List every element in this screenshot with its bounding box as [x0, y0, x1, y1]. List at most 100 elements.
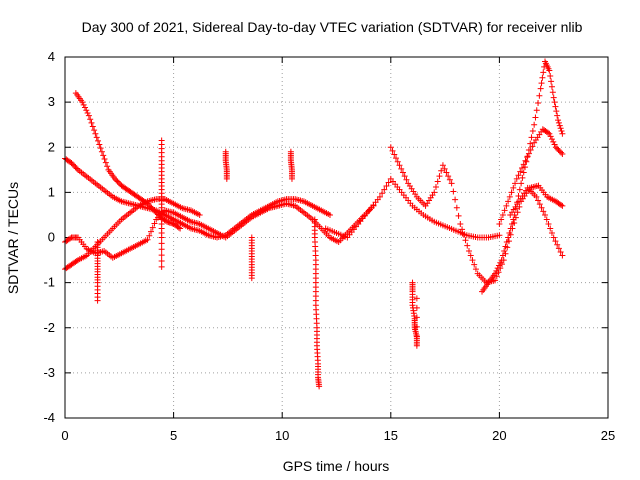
data-point	[517, 168, 524, 175]
series-spike-7h	[222, 148, 230, 182]
data-point	[492, 277, 499, 284]
data-point	[144, 200, 151, 207]
data-point	[505, 234, 512, 241]
data-point	[68, 160, 75, 167]
data-point	[545, 220, 552, 227]
data-point	[396, 162, 403, 169]
data-point	[518, 165, 525, 172]
data-point	[551, 99, 558, 106]
series-track-3	[62, 196, 203, 273]
data-point	[434, 178, 441, 185]
data-point	[496, 232, 503, 239]
data-point	[559, 202, 566, 209]
data-point	[505, 198, 512, 205]
data-point	[413, 314, 420, 321]
data-point	[528, 134, 535, 141]
data-point	[559, 130, 566, 137]
data-point	[536, 201, 543, 208]
data-point	[543, 216, 550, 223]
data-point	[158, 246, 165, 253]
data-point	[556, 148, 563, 155]
data-point	[512, 180, 519, 187]
data-point	[73, 257, 80, 264]
data-point	[460, 231, 467, 238]
data-point	[495, 262, 502, 269]
data-point	[548, 78, 555, 85]
data-point	[87, 116, 94, 123]
data-point	[506, 193, 513, 200]
data-point	[531, 121, 538, 128]
data-point	[431, 189, 438, 196]
data-point	[555, 245, 562, 252]
data-point	[498, 216, 505, 223]
data-point	[515, 172, 522, 179]
data-point	[111, 175, 118, 182]
data-point	[85, 112, 92, 119]
data-point	[439, 162, 446, 169]
data-point	[223, 175, 230, 182]
data-point	[114, 178, 121, 185]
series-track-2	[62, 155, 333, 241]
data-point	[547, 225, 554, 232]
data-point	[391, 151, 398, 158]
data-point	[524, 154, 531, 161]
data-point	[149, 206, 156, 213]
x-tick-label: 5	[170, 428, 177, 443]
data-point	[542, 211, 549, 218]
data-point	[494, 265, 501, 272]
data-point	[499, 252, 506, 259]
data-point	[496, 220, 503, 227]
data-point	[467, 252, 474, 259]
data-point	[497, 259, 504, 266]
data-point	[472, 266, 479, 273]
data-point	[510, 184, 517, 191]
data-point	[501, 248, 508, 255]
data-point	[248, 275, 255, 282]
data-point	[546, 130, 553, 137]
data-point	[465, 248, 472, 255]
data-point	[96, 141, 103, 148]
data-point	[538, 80, 545, 87]
data-point	[97, 145, 104, 152]
data-points	[62, 58, 566, 390]
data-point	[401, 173, 408, 180]
data-point	[100, 152, 107, 159]
series-spike-8h	[248, 234, 255, 282]
data-point	[92, 130, 99, 137]
series-spike-16h	[409, 279, 420, 349]
data-point	[554, 241, 561, 248]
data-point	[548, 83, 555, 90]
data-point	[448, 180, 455, 187]
data-point	[413, 304, 420, 311]
x-axis-label: GPS time / hours	[283, 458, 390, 474]
data-point	[552, 238, 559, 245]
data-point	[445, 173, 452, 180]
series-track-6	[387, 144, 566, 286]
data-point	[450, 188, 457, 195]
data-point	[84, 109, 91, 116]
data-point	[436, 173, 443, 180]
data-point	[464, 242, 471, 249]
data-point	[498, 257, 505, 264]
data-point	[94, 297, 101, 304]
data-point	[540, 69, 547, 76]
data-point	[535, 197, 542, 204]
data-point	[104, 163, 111, 170]
data-point	[540, 208, 547, 215]
data-point	[556, 122, 563, 129]
data-point	[508, 220, 515, 227]
data-point	[547, 72, 554, 79]
data-point	[559, 151, 566, 158]
data-point	[523, 158, 530, 165]
data-point	[550, 234, 557, 241]
data-point	[548, 136, 555, 143]
data-point	[413, 295, 420, 302]
data-point	[455, 212, 462, 219]
data-point	[558, 149, 565, 156]
data-point	[81, 104, 88, 111]
data-point	[387, 144, 394, 151]
series-spike-1h	[94, 239, 101, 304]
data-point	[558, 202, 565, 209]
data-point	[153, 210, 160, 217]
